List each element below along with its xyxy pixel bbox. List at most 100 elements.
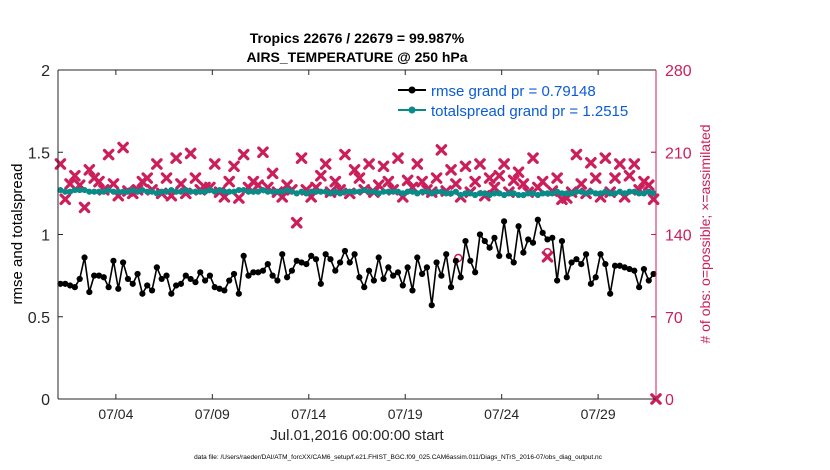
obs-cross-stroke <box>290 216 303 229</box>
totalspread-point <box>269 188 276 195</box>
obs-assimilated-point <box>517 178 530 190</box>
rmse-point <box>592 274 599 281</box>
obs-assimilated-point <box>377 160 390 173</box>
obs-assimilated-point <box>329 175 342 188</box>
totalspread-point <box>640 190 648 197</box>
obs-cross-stroke <box>276 191 289 203</box>
rmse-point <box>230 270 238 278</box>
x-tick-label: 07/29 <box>581 406 616 422</box>
totalspread-point <box>636 190 643 197</box>
rmse-point <box>182 272 189 279</box>
totalspread-point <box>457 191 464 199</box>
totalspread-point <box>216 186 223 194</box>
rmse-point <box>433 259 440 266</box>
totalspread-point <box>57 186 64 194</box>
obs-assimilated-point <box>107 178 120 190</box>
rmse-point <box>481 237 488 245</box>
obs-assimilated-point <box>483 172 496 184</box>
totalspread-point <box>91 188 98 195</box>
totalspread-point <box>443 190 450 197</box>
totalspread-point <box>317 188 324 195</box>
rmse-point <box>365 267 373 274</box>
totalspread-point <box>153 190 160 197</box>
y-left-tick-label: 0 <box>41 392 50 409</box>
totalspread-series <box>57 186 657 199</box>
obs-cross-stroke <box>536 175 549 188</box>
totalspread-point <box>124 188 132 195</box>
obs-assimilated-point <box>614 158 626 170</box>
y-right-tick-label: 210 <box>665 145 692 162</box>
rmse-point <box>308 252 315 259</box>
x-tick-label: 07/14 <box>291 406 326 422</box>
rmse-point <box>597 251 604 258</box>
rmse-point <box>636 284 643 291</box>
rmse-point <box>510 259 517 266</box>
totalspread-point <box>182 186 189 194</box>
rmse-point <box>283 274 291 281</box>
totalspread-point <box>375 190 382 197</box>
totalspread-point <box>423 188 431 195</box>
obs-cross-stroke <box>483 172 496 184</box>
rmse-point <box>573 256 580 263</box>
obs-cross-stroke <box>445 164 457 176</box>
rmse-point <box>554 277 561 284</box>
rmse-point <box>279 251 286 258</box>
rmse-point <box>337 259 344 266</box>
obs-cross-stroke <box>435 144 448 156</box>
totalspread-point <box>462 190 469 197</box>
totalspread-point <box>428 190 435 197</box>
obs-assimilated-point <box>117 141 129 154</box>
totalspread-point <box>534 191 541 199</box>
rmse-point <box>288 267 295 274</box>
totalspread-point <box>602 188 609 195</box>
rmse-point <box>259 267 267 274</box>
totalspread-point <box>491 190 498 197</box>
rmse-point <box>496 252 503 259</box>
obs-assimilated-point <box>498 158 510 170</box>
rmse-point <box>529 239 537 246</box>
rmse-point <box>274 277 281 284</box>
rmse-point <box>168 290 175 297</box>
obs-assimilated-point <box>339 148 351 161</box>
totalspread-point <box>134 188 141 195</box>
totalspread-point <box>447 190 455 197</box>
obs-cross-stroke <box>459 160 472 173</box>
obs-possible-point <box>543 247 552 257</box>
totalspread-point <box>173 188 180 195</box>
rmse-point <box>57 280 64 287</box>
totalspread-point <box>298 188 305 195</box>
rmse-point <box>467 257 474 264</box>
obs-assimilated-point <box>170 152 182 164</box>
obs-assimilated-point <box>599 152 612 164</box>
legend-box <box>391 76 653 121</box>
rmse-point <box>549 234 556 241</box>
totalspread-point <box>168 186 175 194</box>
rmse-point <box>486 244 493 251</box>
totalspread-point <box>452 188 459 195</box>
rmse-point <box>86 288 93 296</box>
totalspread-point <box>341 188 349 195</box>
obs-assimilated-point <box>175 178 187 190</box>
rmse-point <box>312 256 320 263</box>
obs-assimilated-point <box>628 158 641 170</box>
rmse-point <box>611 262 619 269</box>
obs-assimilated-point <box>228 160 240 173</box>
obs-assimilated-point <box>430 172 443 184</box>
y-left-tick-label: 0.5 <box>28 310 50 327</box>
rmse-point <box>409 287 416 294</box>
legend-rmse-marker <box>408 86 416 94</box>
obs-cross-stroke <box>175 178 187 190</box>
y-right-tick-label: 0 <box>665 392 674 409</box>
totalspread-point <box>279 188 286 195</box>
rmse-point <box>187 275 194 283</box>
rmse-point <box>298 259 305 266</box>
rmse-point <box>525 236 532 243</box>
rmse-point <box>351 251 358 258</box>
rmse-point <box>134 270 141 278</box>
rmse-series <box>57 216 657 309</box>
rmse-point <box>472 269 479 276</box>
y-right-tick-label: 70 <box>665 310 683 327</box>
obs-cross-stroke <box>107 178 120 190</box>
obs-assimilated-point <box>208 158 221 170</box>
rmse-point <box>240 252 247 259</box>
